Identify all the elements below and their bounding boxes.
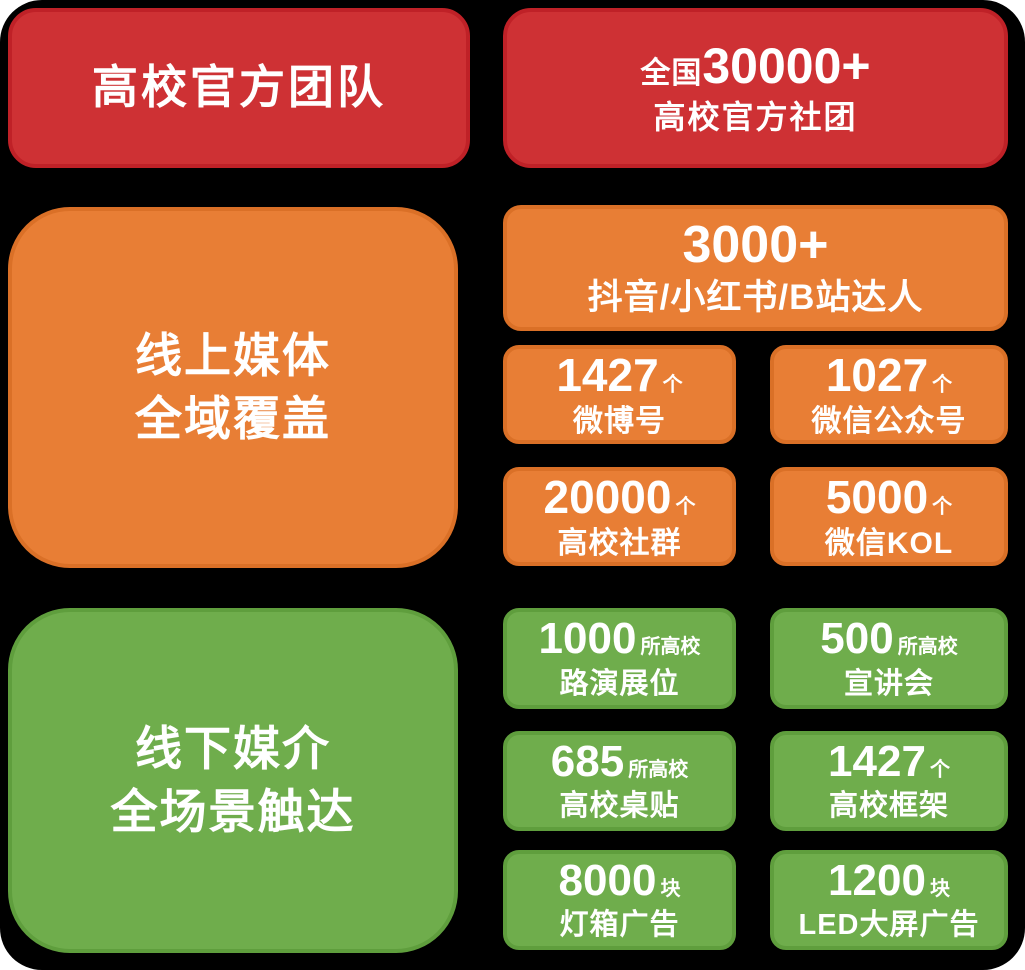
online-title-line1: 线上媒体 bbox=[135, 328, 331, 382]
universities-stat-box: 全国 30000+ 高校官方社团 bbox=[503, 8, 1008, 168]
online-hero-label: 抖音/小红书/B站达人 bbox=[587, 278, 924, 318]
online-title-line2: 全域覆盖 bbox=[135, 391, 331, 445]
stat-unit: 所高校 bbox=[640, 636, 701, 659]
offline-stat-desk-sticker: 685 所高校 高校桌贴 bbox=[503, 731, 736, 831]
stat-value: 8000 bbox=[558, 855, 657, 905]
online-stat-wechat-kol: 5000 个 微信KOL bbox=[770, 467, 1008, 566]
stat-label: 高校框架 bbox=[828, 790, 949, 823]
stat-label: 高校桌贴 bbox=[559, 790, 680, 823]
stat-value: 20000 bbox=[543, 470, 672, 523]
offline-stat-lightbox: 8000 块 灯箱广告 bbox=[503, 850, 736, 950]
stat-unit: 块 bbox=[929, 877, 950, 900]
universities-stat-label: 高校官方社团 bbox=[653, 99, 858, 136]
stat-value: 1427 bbox=[556, 348, 659, 401]
offline-title-line2: 全场景触达 bbox=[110, 784, 356, 838]
stat-value: 1427 bbox=[828, 736, 926, 786]
online-stat-campus-groups: 20000 个 高校社群 bbox=[503, 467, 736, 566]
stat-unit: 所高校 bbox=[897, 636, 958, 659]
stat-unit: 个 bbox=[662, 373, 683, 396]
stat-label: LED大屏广告 bbox=[798, 909, 980, 942]
stat-unit: 个 bbox=[929, 758, 950, 781]
online-stat-wechat-official: 1027 个 微信公众号 bbox=[770, 345, 1008, 444]
universities-title-box: 高校官方团队 bbox=[8, 8, 470, 168]
universities-stat-prefix: 全国 bbox=[640, 56, 703, 90]
stat-value: 1200 bbox=[828, 855, 926, 905]
offline-stat-roadshow: 1000 所高校 路演展位 bbox=[503, 608, 736, 709]
online-stat-weibo: 1427 个 微博号 bbox=[503, 345, 736, 444]
offline-stat-frame: 1427 个 高校框架 bbox=[770, 731, 1008, 831]
stat-unit: 个 bbox=[932, 373, 953, 396]
online-hero-value: 3000+ bbox=[682, 216, 829, 275]
offline-media-panel: 线下媒介 全场景触达 bbox=[8, 608, 458, 953]
offline-stat-seminar: 500 所高校 宣讲会 bbox=[770, 608, 1008, 709]
stat-value: 5000 bbox=[825, 470, 929, 523]
stat-label: 灯箱广告 bbox=[559, 909, 680, 942]
stat-value: 500 bbox=[820, 614, 894, 664]
stat-label: 微博号 bbox=[573, 405, 666, 439]
stat-unit: 个 bbox=[932, 495, 953, 518]
stat-unit: 个 bbox=[675, 495, 696, 518]
online-media-panel: 线上媒体 全域覆盖 bbox=[8, 207, 458, 568]
stat-value: 1000 bbox=[538, 614, 637, 664]
stat-unit: 所高校 bbox=[628, 758, 689, 781]
stat-value: 685 bbox=[550, 736, 625, 786]
online-hero-stat-box: 3000+ 抖音/小红书/B站达人 bbox=[503, 205, 1008, 331]
universities-stat-value: 30000+ bbox=[702, 37, 871, 94]
stat-label: 微信公众号 bbox=[811, 405, 967, 439]
stat-label: 高校社群 bbox=[557, 527, 682, 561]
universities-statline: 全国 30000+ bbox=[640, 40, 870, 93]
stat-unit: 块 bbox=[660, 877, 681, 900]
universities-title: 高校官方团队 bbox=[92, 61, 386, 114]
offline-title-line1: 线下媒介 bbox=[135, 721, 331, 775]
stat-label: 宣讲会 bbox=[843, 667, 934, 700]
offline-stat-led-screen: 1200 块 LED大屏广告 bbox=[770, 850, 1008, 950]
stat-label: 微信KOL bbox=[824, 527, 954, 561]
stat-value: 1027 bbox=[825, 348, 929, 401]
stat-label: 路演展位 bbox=[559, 667, 680, 700]
